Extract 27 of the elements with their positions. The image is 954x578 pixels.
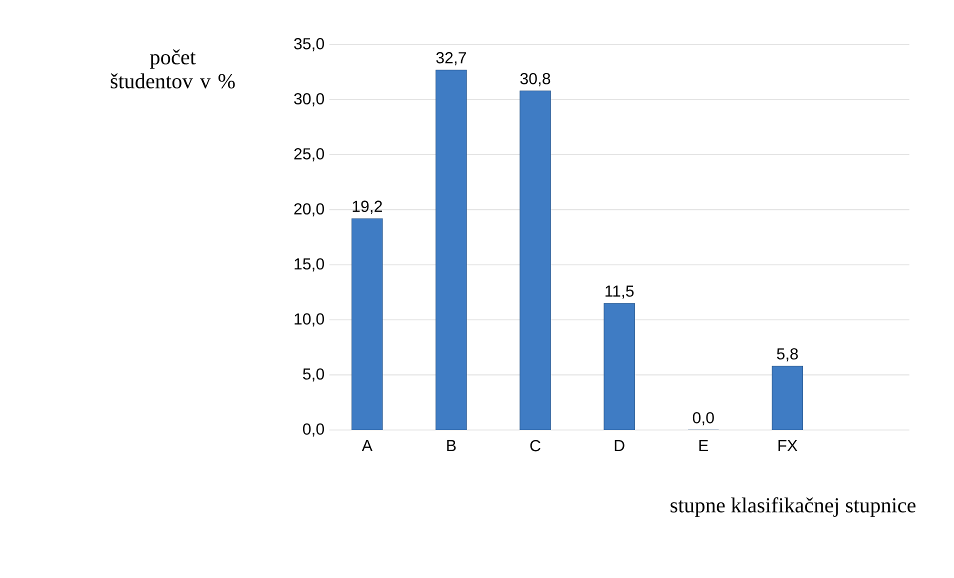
bar bbox=[772, 366, 804, 430]
data-label: 32,7 bbox=[436, 52, 466, 66]
bar bbox=[352, 218, 383, 430]
data-label: 5,8 bbox=[776, 348, 798, 362]
y-tick-label: 30,0 bbox=[294, 93, 324, 106]
data-label: 0,0 bbox=[692, 412, 714, 426]
bar bbox=[436, 70, 467, 430]
x-axis-title: stupne klasifikačnej stupnice bbox=[670, 497, 916, 517]
y-tick-label: 5,0 bbox=[303, 368, 324, 382]
x-tick-label: D bbox=[614, 440, 624, 452]
x-tick-label: A bbox=[362, 440, 372, 452]
x-tick-label: FX bbox=[778, 440, 798, 452]
x-tick-label: E bbox=[699, 440, 708, 452]
y-axis-title: počet študentov v % bbox=[110, 49, 235, 88]
y-tick-label: 0,0 bbox=[303, 423, 324, 437]
data-label: 11,5 bbox=[606, 286, 634, 299]
data-label: 30,8 bbox=[520, 72, 550, 86]
y-tick-label: 20,0 bbox=[294, 203, 324, 216]
y-tick-label: 35,0 bbox=[294, 38, 324, 52]
y-tick-label: 15,0 bbox=[294, 258, 324, 272]
data-label: 19,2 bbox=[352, 200, 382, 214]
bar bbox=[520, 90, 551, 430]
y-tick-label: 25,0 bbox=[294, 148, 324, 162]
y-tick-label: 10,0 bbox=[294, 313, 324, 327]
x-tick-label: C bbox=[530, 440, 540, 452]
x-tick-label: B bbox=[447, 440, 456, 452]
bar bbox=[604, 303, 635, 430]
